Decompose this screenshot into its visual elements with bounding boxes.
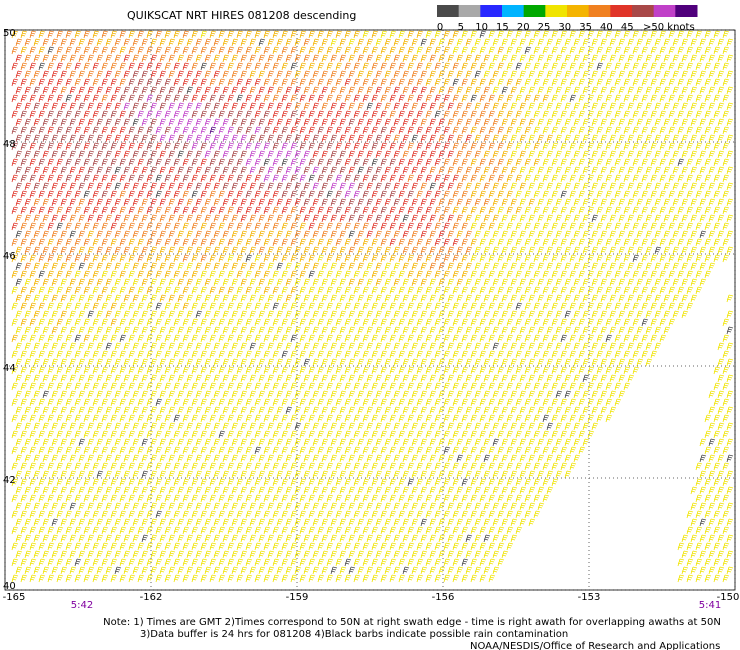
lat-label: 40: [3, 581, 16, 592]
note-line: NOAA/NESDIS/Office of Research and Appli…: [470, 641, 720, 650]
barb-group: [11, 30, 554, 343]
lat-label: 50: [3, 28, 16, 39]
colorbar-label: 15: [496, 22, 509, 33]
barb-group: [11, 70, 415, 223]
barb-group: [123, 94, 361, 199]
note-line: 3)Data buffer is 24 hrs for 081208 4)Bla…: [140, 629, 568, 640]
colorbar-label: 25: [538, 22, 551, 33]
barb-group: [15, 30, 734, 575]
lat-label: 48: [3, 139, 16, 150]
wind-barbs: [11, 30, 734, 583]
colorbar-label: 40: [600, 22, 613, 33]
lon-label: -159: [286, 592, 309, 603]
color-swatch: [653, 5, 676, 17]
colorbar-label: 45: [621, 22, 634, 33]
map-frame: [4, 29, 736, 591]
lon-label: -162: [140, 592, 163, 603]
color-swatch: [588, 5, 611, 17]
lon-label: -165: [3, 592, 26, 603]
color-swatch: [458, 5, 481, 17]
color-swatch: [632, 5, 655, 17]
color-swatch: [675, 5, 698, 17]
colorbar-label: 0: [437, 22, 443, 33]
color-swatch: [480, 5, 503, 17]
color-swatch: [545, 5, 568, 17]
colorbar-label: >50 knots: [643, 22, 695, 33]
lon-label: -156: [432, 592, 455, 603]
color-swatch: [567, 5, 590, 17]
barb-group: [209, 126, 217, 135]
colorbar-label: 20: [517, 22, 530, 33]
lon-label: -150: [717, 592, 740, 603]
colorbar-label: 35: [579, 22, 592, 33]
barb-group: [11, 30, 734, 583]
color-swatch: [610, 5, 633, 17]
colorbar-label: 5: [458, 22, 464, 33]
title: QUIKSCAT NRT HIRES 081208 descending: [127, 9, 356, 22]
lon-label: -153: [578, 592, 601, 603]
time-label: 5:41: [699, 600, 721, 611]
lat-label: 46: [3, 251, 16, 262]
no-data-gap: [488, 252, 735, 590]
time-label: 5:42: [71, 600, 93, 611]
color-swatch: [523, 5, 546, 17]
colorbar-label: 10: [475, 22, 488, 33]
colorbar-label: 30: [558, 22, 571, 33]
barb-group: [11, 54, 473, 247]
lat-label: 42: [3, 475, 16, 486]
lat-label: 44: [3, 363, 16, 374]
color-swatch: [502, 5, 525, 17]
color-swatch: [437, 5, 460, 17]
note-line: Note: 1) Times are GMT 2)Times correspon…: [103, 617, 721, 628]
barb-group: [11, 30, 505, 271]
